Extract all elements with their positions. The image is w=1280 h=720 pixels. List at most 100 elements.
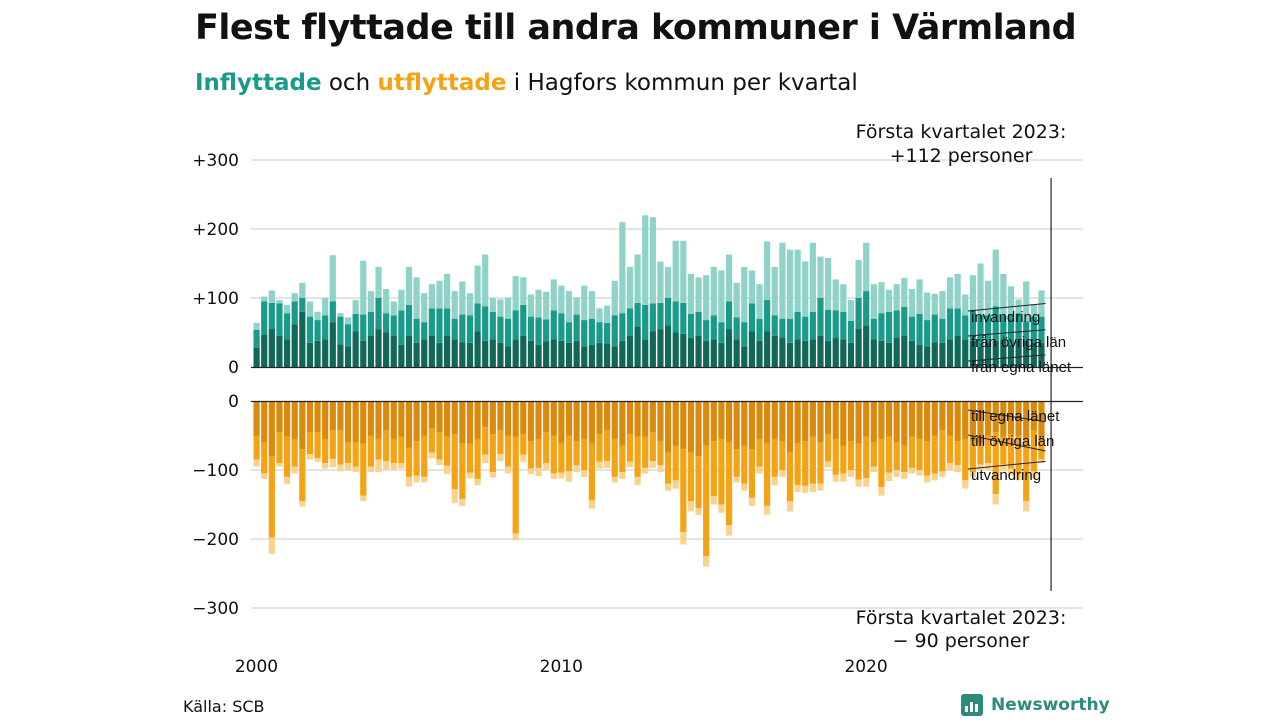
bar-in-2 [908,289,916,317]
bar-out-1 [276,432,283,464]
bar-in-2 [451,291,458,319]
bar-in-1 [619,313,626,341]
series-labels: invandring från övriga län från egna länet… [967,303,1072,484]
bar-in-2 [421,293,428,323]
bar-out-0 [939,401,946,430]
bar-out-2 [825,461,832,468]
bar-out-1 [809,436,816,484]
bar-out-2 [611,476,618,483]
bar-in-0 [276,335,283,367]
bar-in-2 [1007,286,1015,314]
bar-in-0 [428,335,435,367]
bar-out-2 [870,466,877,473]
bar-in-2 [428,284,435,309]
bar-out-2 [664,483,672,491]
bar-out-1 [802,441,809,486]
bar-out-2 [939,471,946,477]
bar-in-1 [459,314,466,343]
bar-out-0 [847,401,855,442]
bar-out-2 [337,464,344,472]
bar-in-1 [878,313,885,341]
bar-in-1 [832,310,839,339]
bar-in-1 [268,302,275,330]
bar-out-1 [489,434,496,473]
bar-out-0 [649,401,656,433]
bar-out-2 [672,480,679,489]
bar-in-0 [718,342,725,367]
annotation-bottom-line: Första kvartalet 2023: [856,607,1067,629]
bar-in-0 [291,324,298,367]
bar-out-0 [703,401,710,446]
bar-in-2 [588,291,595,319]
bar-out-1 [1038,442,1045,460]
bar-in-1 [360,314,367,341]
bar-in-0 [825,340,832,367]
bar-out-1 [360,443,367,496]
bar-in-1 [1000,315,1007,340]
bar-out-1 [283,436,291,477]
y-tick-label-out: −200 [192,530,239,550]
leader-line-out [967,434,1046,452]
bar-in-1 [916,313,923,345]
bar-out-2 [832,474,839,482]
bar-in-0 [924,346,931,367]
bar-out-0 [291,401,298,439]
bar-out-2 [642,467,649,474]
bar-out-2 [512,533,519,541]
bar-out-2 [573,465,580,473]
bar-out-0 [725,401,733,443]
bar-out-1 [558,443,565,473]
bar-out-0 [794,401,801,444]
bar-out-2 [520,454,527,462]
bar-in-0 [261,334,268,367]
bar-in-1 [390,315,397,336]
bar-in-1 [710,315,717,340]
bar-in-1 [954,308,961,336]
bar-in-0 [703,340,710,367]
bar-in-0 [611,346,618,367]
bar-in-2 [405,266,413,305]
bar-in-2 [718,270,725,323]
bar-in-1 [535,317,542,345]
bar-out-1 [459,443,466,499]
bar-out-1 [268,456,275,538]
bar-in-1 [512,310,519,340]
bar-in-0 [992,340,999,367]
bar-in-1 [992,306,999,341]
bar-out-1 [634,436,641,477]
subtitle-och: och [321,70,378,96]
bar-in-1 [901,306,908,336]
bar-out-2 [649,461,656,468]
bar-in-0 [855,329,862,367]
bar-in-2 [771,266,778,316]
bar-out-2 [1030,471,1037,479]
bar-out-1 [1023,438,1030,502]
bar-out-0 [520,401,527,435]
bar-in-0 [604,343,611,367]
bar-in-2 [375,266,382,298]
bar-out-2 [1007,468,1015,476]
inflyttade-bars [253,215,1045,367]
bar-in-0 [489,339,496,367]
y-tick-label-in: 0 [228,358,239,378]
bar-out-1 [611,438,618,477]
bar-out-0 [642,401,649,437]
bar-in-2 [459,281,466,315]
bar-in-1 [756,318,763,341]
bar-out-2 [604,461,611,468]
bar-out-0 [809,401,816,437]
bar-out-2 [1015,473,1022,481]
bar-out-0 [840,401,847,446]
bar-out-1 [825,434,832,462]
bar-out-2 [268,537,275,555]
bar-out-2 [466,472,474,479]
bar-in-2 [512,275,519,311]
bar-in-2 [649,217,656,304]
bar-out-0 [718,401,725,439]
bar-out-2 [733,476,740,483]
bar-in-1 [825,309,832,341]
bar-in-0 [931,342,938,367]
bar-out-1 [1015,435,1022,474]
bar-out-0 [398,401,405,437]
bar-in-2 [885,289,893,312]
